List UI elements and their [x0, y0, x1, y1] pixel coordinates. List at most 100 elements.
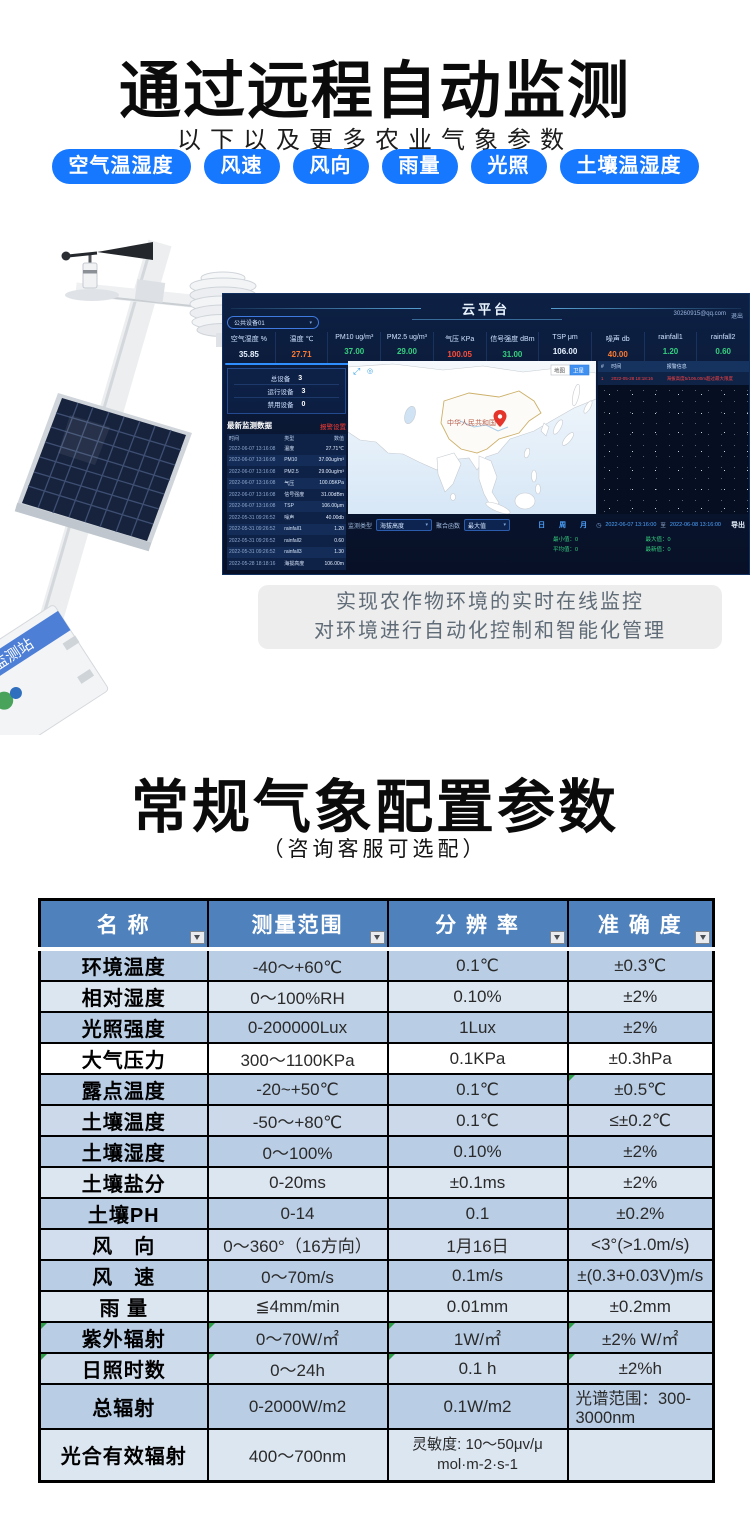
- device-stat-value: 0: [301, 400, 306, 408]
- spec-row: 风 速 0～70m/s 0.1m/s ±(0.3+0.03V)m/s: [38, 1259, 715, 1292]
- spec-cell: 日照时数: [38, 1352, 209, 1385]
- latest-row[interactable]: 2022-06-07 13:16:08 PM10 37.00ug/m³: [227, 454, 346, 466]
- type-filter-select[interactable]: 海拔高度 ▾: [376, 519, 433, 531]
- spec-cell: ±(0.3+0.03V)m/s: [566, 1259, 715, 1292]
- filter-dropdown-icon[interactable]: [549, 931, 565, 944]
- device-select[interactable]: 公共设备01 ▾: [227, 316, 319, 329]
- monitoring-map[interactable]: 中华人民共和国 ⤢ ◎ 地图 卫星: [348, 361, 596, 514]
- alarm-table-body: 1 2022-05-28 18:18:16 海拔高度5/106.00m超过最大限度: [598, 372, 749, 385]
- spec-cell: -20~+50℃: [206, 1073, 389, 1106]
- latest-row[interactable]: 2022-05-31 09:26:52 噪声 40.00db: [227, 512, 346, 524]
- latest-table-body: 2022-06-07 13:16:08 温度 27.71℃ 2022-06-07 13…: [227, 443, 346, 570]
- parameter-tag[interactable]: 风速: [203, 149, 280, 184]
- filter-dropdown-icon[interactable]: [189, 931, 205, 944]
- spec-cell: 环境温度: [38, 948, 209, 982]
- spec-cell: 紫外辐射: [38, 1321, 209, 1354]
- period-day-button[interactable]: 日: [538, 522, 546, 529]
- device-select-value: 公共设备01: [234, 321, 265, 327]
- spec-cell: 光照强度: [38, 1011, 209, 1044]
- spec-cell: 土壤湿度: [38, 1135, 209, 1168]
- parameter-tag[interactable]: 光照: [470, 149, 547, 184]
- spec-cell: ≦4mm/min: [206, 1290, 389, 1323]
- metric: 气压 KPa 100.05: [432, 332, 486, 363]
- latest-cell: 噪声: [284, 515, 295, 522]
- spec-column-header: 测量范围: [206, 898, 389, 951]
- account-email: 30260915@qq.com: [673, 311, 726, 317]
- map-locate-icon[interactable]: ◎: [367, 368, 373, 375]
- metric-label: 温度 ℃: [289, 336, 314, 343]
- date-from[interactable]: 2022-06-07 13:16:00: [605, 522, 657, 528]
- wind-vane: [61, 242, 153, 289]
- spec-cell: 1W/㎡: [386, 1321, 569, 1354]
- date-to[interactable]: 2022-06-08 13:16:00: [669, 522, 721, 528]
- latest-row[interactable]: 2022-06-07 13:16:08 气压 100.05KPa: [227, 477, 346, 489]
- chevron-down-icon: ▾: [503, 522, 507, 528]
- spec-cell: 光合有效辐射: [38, 1428, 209, 1482]
- spec-table-wrap: 名 称测量范围分 辨 率准 确 度 环境温度 -40～+60℃ 0.1℃ ±0.3℃ 相…: [38, 898, 715, 1483]
- period-month-button[interactable]: 月: [580, 522, 588, 529]
- latest-cell: 0.60: [334, 537, 344, 544]
- stat-value: 最大值：0: [645, 537, 671, 543]
- latest-cell: 2022-05-31 09:26:52: [229, 537, 276, 544]
- control-box: 监测站: [0, 605, 109, 755]
- spec-cell: 0.1 h: [386, 1352, 569, 1385]
- spec-row: 光合有效辐射 400～700nm 灵敏度: 10～50μv/μ mol·m-2·s-…: [38, 1428, 715, 1482]
- spec-cell: ±0.1ms: [386, 1166, 569, 1199]
- filter-dropdown-icon[interactable]: [695, 931, 710, 944]
- latest-row[interactable]: 2022-06-07 13:16:08 PM2.5 29.00ug/m³: [227, 466, 346, 478]
- metrics-row: 空气湿度 % 35.85 温度 ℃ 27.71 PM10 ug/m³ 37.00 PM2.5…: [223, 332, 749, 363]
- parameter-tag[interactable]: 风向: [292, 149, 369, 184]
- latest-cell: 31.00dBm: [321, 491, 344, 498]
- map-type-toggle[interactable]: 地图 卫星: [550, 364, 590, 376]
- spec-cell: 0.10%: [386, 1135, 569, 1168]
- latest-row[interactable]: 2022-05-31 09:26:52 rainfall1 1.20: [227, 523, 346, 535]
- latest-row[interactable]: 2022-05-28 18:18:16 海拔高度 106.00m: [227, 558, 346, 570]
- spec-cell: 土壤温度: [38, 1104, 209, 1137]
- spec-row: 土壤盐分 0-20ms ±0.1ms ±2%: [38, 1166, 715, 1199]
- period-week-button[interactable]: 周: [559, 522, 567, 529]
- latest-row[interactable]: 2022-06-07 13:16:08 温度 27.71℃: [227, 443, 346, 455]
- agg-filter-select[interactable]: 最大值 ▾: [464, 519, 511, 531]
- latest-cell: PM2.5: [284, 468, 299, 475]
- latest-row[interactable]: 2022-05-31 09:26:52 rainfall2 0.60: [227, 535, 346, 547]
- spec-cell: 1Lux: [386, 1011, 569, 1044]
- latest-cell: 40.00db: [325, 514, 344, 521]
- device-stat-row: 禁用设备 0: [234, 398, 339, 410]
- spec-cell: 0.1W/m2: [386, 1383, 569, 1430]
- latest-row[interactable]: 2022-06-07 13:16:08 TSP 106.00μm: [227, 500, 346, 512]
- map-pin-icon[interactable]: [493, 410, 507, 427]
- latest-cell: 2022-05-31 09:26:52: [229, 549, 276, 556]
- spec-table: 名 称测量范围分 辨 率准 确 度 环境温度 -40～+60℃ 0.1℃ ±0.3℃ 相…: [38, 898, 715, 1483]
- spec-cell: 0.1℃: [386, 948, 569, 982]
- parameter-tag[interactable]: 空气温湿度: [51, 149, 191, 184]
- parameter-tags: 空气温湿度 风速 风向 雨量 光照 土壤温湿度: [0, 149, 750, 184]
- spec-cell: -40～+60℃: [206, 948, 389, 982]
- alarm-settings-link[interactable]: 报警设置: [320, 423, 346, 431]
- alarm-panel: # 时间 报警信息 1 2022-05-28 18:18:16 海拔高度5/106.00…: [598, 361, 749, 514]
- map-expand-icon[interactable]: ⤢: [352, 366, 360, 376]
- device-stat-label: 总设备: [270, 376, 291, 383]
- filter-dropdown-icon[interactable]: [369, 931, 385, 944]
- latest-cell: 1.30: [334, 549, 344, 556]
- parameter-tag[interactable]: 雨量: [381, 149, 458, 184]
- parameter-tag[interactable]: 土壤温湿度: [559, 149, 699, 184]
- spec-section-subtitle: （咨询客服可选配）: [262, 838, 488, 861]
- map-country-label: 中华人民共和国: [447, 418, 496, 427]
- alarm-row[interactable]: 1 2022-05-28 18:18:16 海拔高度5/106.00m超过最大限度: [598, 372, 749, 385]
- spec-cell: 0.1℃: [386, 1073, 569, 1106]
- latest-cell: 信号强度: [284, 492, 305, 499]
- spec-table-body: 环境温度 -40～+60℃ 0.1℃ ±0.3℃ 相对湿度 0～100%RH 0.10% ±2…: [38, 948, 715, 1482]
- latest-row[interactable]: 2022-05-31 09:26:52 rainfall3 1.30: [227, 546, 346, 558]
- metric-value: 1.20: [662, 347, 679, 356]
- latest-cell: 海拔高度: [284, 561, 305, 568]
- spec-cell: 0～100%: [206, 1135, 389, 1168]
- export-button[interactable]: 导出: [731, 522, 745, 529]
- latest-row[interactable]: 2022-06-07 13:16:08 信号强度 31.00dBm: [227, 489, 346, 501]
- metric-value: 106.00: [552, 347, 578, 356]
- page-title: 通过远程自动监测: [118, 57, 631, 126]
- latest-cell: 1.20: [334, 526, 344, 533]
- metric-label: rainfall1: [658, 334, 683, 341]
- spec-row: 土壤湿度 0～100% 0.10% ±2%: [38, 1135, 715, 1168]
- logout-link[interactable]: 退出: [730, 314, 743, 320]
- latest-cell: 2022-06-07 13:16:08: [229, 491, 276, 498]
